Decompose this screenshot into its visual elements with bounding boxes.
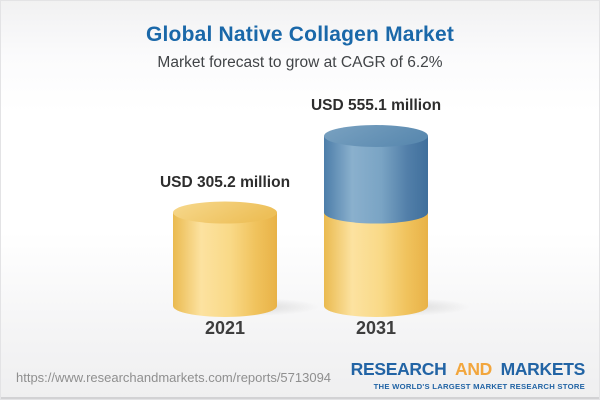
logo-word-research: RESEARCH xyxy=(350,359,447,379)
bar-2021-category-label: 2021 xyxy=(204,318,246,338)
bar-2031-cylinder-top xyxy=(324,125,428,147)
bar-2021-cylinder xyxy=(173,212,277,317)
bar-2031-growth-segment xyxy=(324,136,428,224)
bar-2021-cylinder-top xyxy=(173,201,277,224)
logo-word-markets: MARKETS xyxy=(500,359,586,379)
bar-2031-value-label: USD 555.1 million xyxy=(310,97,442,114)
bar-2021-value-label: USD 305.2 million xyxy=(159,173,291,191)
brand-logo-wordmark: RESEARCH AND MARKETS xyxy=(350,359,586,379)
brand-tagline: THE WORLD'S LARGEST MARKET RESEARCH STOR… xyxy=(373,381,585,391)
report-url: https://www.researchandmarkets.com/repor… xyxy=(16,370,332,385)
chart-subtitle: Market forecast to grow at CAGR of 6.2% xyxy=(157,54,443,71)
chart-title: Global Native Collagen Market xyxy=(145,23,455,46)
logo-word-and: AND xyxy=(454,359,492,379)
bar-2031-category-label: 2031 xyxy=(355,318,397,338)
bottom-border xyxy=(1,397,599,399)
bar-2031-base-segment xyxy=(324,212,428,317)
brand-logo: RESEARCH AND MARKETS THE WORLD'S LARGEST… xyxy=(350,359,586,391)
